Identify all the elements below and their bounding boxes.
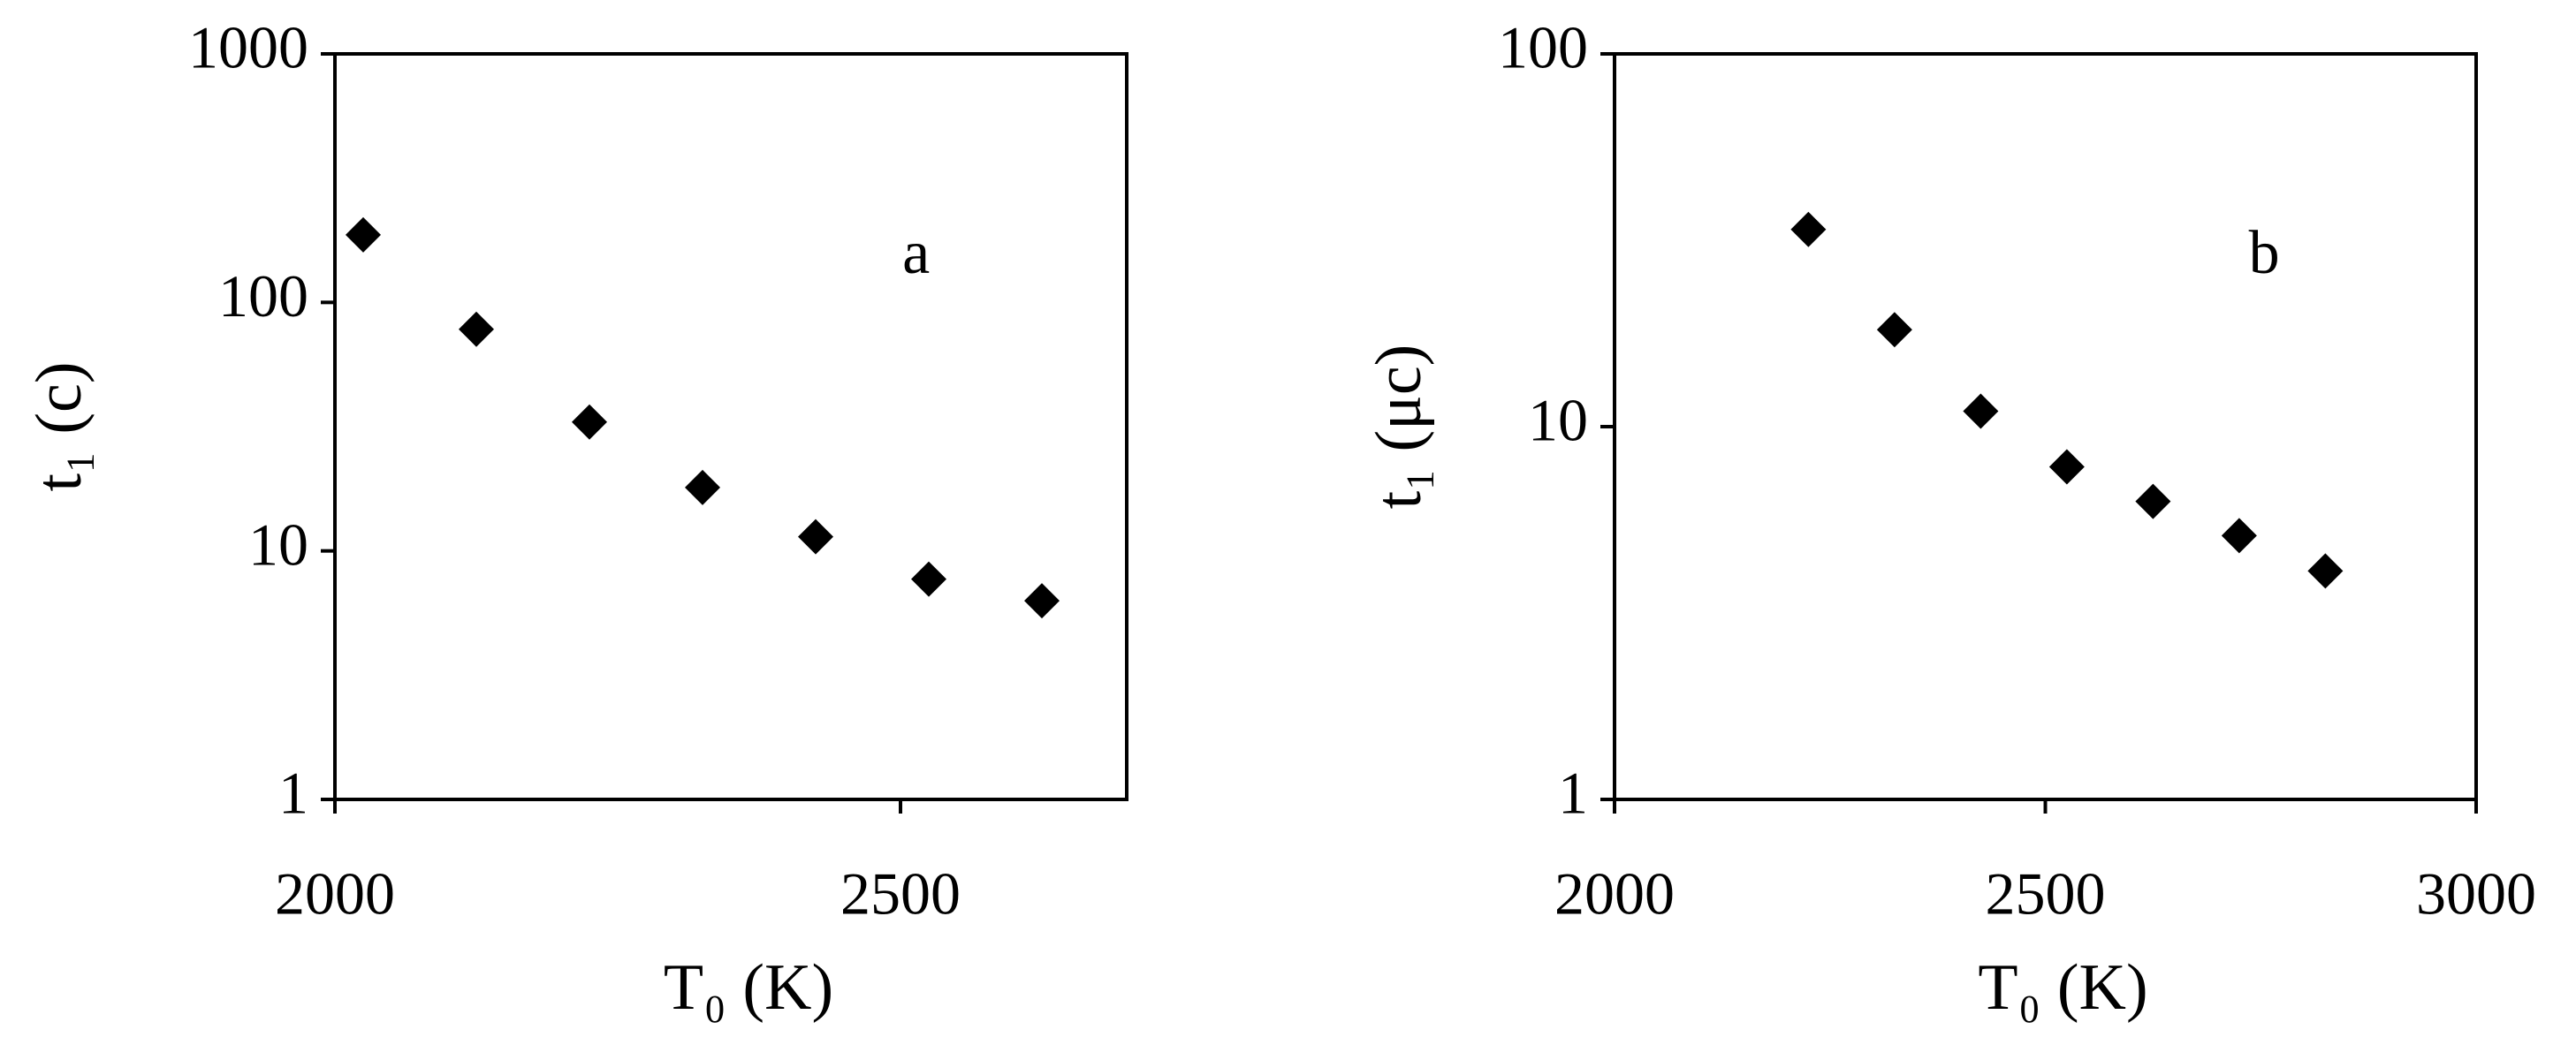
plot-frame — [333, 52, 1128, 801]
plot-frame — [1613, 52, 2478, 801]
y-tick-label: 1 — [1558, 760, 1588, 827]
marker — [1876, 312, 1912, 348]
annotation: b — [2249, 219, 2280, 287]
y-tick-label: 1 — [278, 760, 308, 827]
y-tick-label: 1000 — [188, 14, 308, 81]
marker — [1024, 583, 1060, 619]
y-axis-label: t₁ (μc) — [1363, 344, 1435, 510]
marker — [2135, 483, 2171, 519]
x-axis-label: T₀ (K) — [664, 951, 833, 1024]
x-tick-label: 2500 — [1986, 860, 2106, 928]
marker — [2307, 553, 2344, 589]
marker — [911, 561, 946, 597]
marker — [346, 216, 381, 253]
x-axis-label: T₀ (K) — [1978, 951, 2147, 1024]
marker — [2048, 449, 2085, 485]
x-tick-label: 2500 — [840, 860, 961, 928]
marker — [1790, 211, 1827, 247]
marker — [459, 311, 494, 347]
x-tick-label: 3000 — [2416, 860, 2536, 928]
x-tick-label: 2000 — [1554, 860, 1675, 928]
marker — [2221, 518, 2257, 554]
y-tick-label: 10 — [1528, 387, 1588, 454]
x-tick-label: 2000 — [275, 860, 395, 928]
marker — [572, 404, 607, 440]
marker — [685, 469, 720, 505]
annotation: a — [902, 219, 930, 287]
y-tick-label: 100 — [1498, 14, 1588, 81]
y-tick-label: 10 — [248, 511, 308, 578]
y-tick-label: 100 — [218, 262, 308, 329]
y-axis-label: t₁ (c) — [23, 362, 95, 492]
marker — [1963, 393, 1999, 429]
marker — [798, 519, 833, 555]
